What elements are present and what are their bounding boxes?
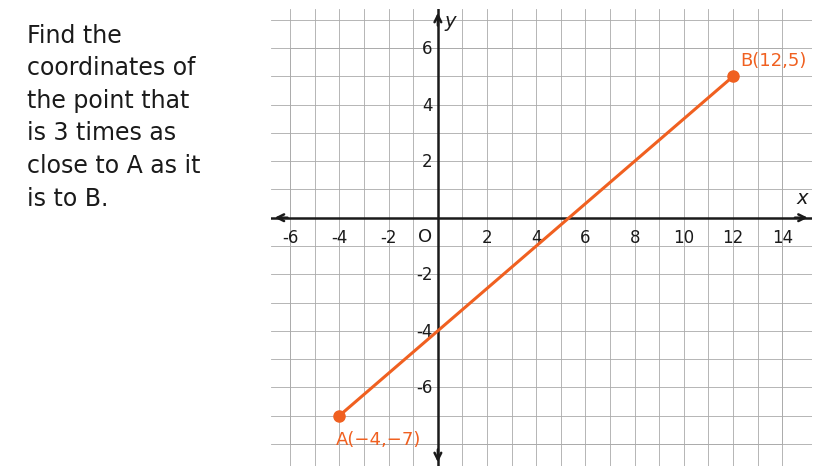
Text: 6: 6 bbox=[422, 40, 432, 58]
Text: x: x bbox=[795, 188, 807, 208]
Text: 2: 2 bbox=[482, 229, 491, 247]
Text: -2: -2 bbox=[380, 229, 396, 247]
Text: -4: -4 bbox=[415, 322, 432, 340]
Text: 4: 4 bbox=[531, 229, 541, 247]
Text: A(−4,−7): A(−4,−7) bbox=[336, 430, 421, 448]
Text: 14: 14 bbox=[771, 229, 792, 247]
Text: -4: -4 bbox=[331, 229, 347, 247]
Text: -6: -6 bbox=[415, 378, 432, 397]
Text: O: O bbox=[418, 227, 432, 245]
Text: y: y bbox=[444, 12, 455, 31]
Text: -6: -6 bbox=[282, 229, 298, 247]
Text: 10: 10 bbox=[672, 229, 694, 247]
Text: Find the
coordinates of
the point that
is 3 times as
close to A as it
is to B.: Find the coordinates of the point that i… bbox=[26, 24, 200, 210]
Text: 6: 6 bbox=[580, 229, 590, 247]
Text: 8: 8 bbox=[629, 229, 639, 247]
Text: 2: 2 bbox=[421, 153, 432, 171]
Text: 4: 4 bbox=[422, 97, 432, 114]
Text: 12: 12 bbox=[722, 229, 743, 247]
Text: B(12,5): B(12,5) bbox=[740, 52, 806, 70]
Text: -2: -2 bbox=[415, 266, 432, 284]
